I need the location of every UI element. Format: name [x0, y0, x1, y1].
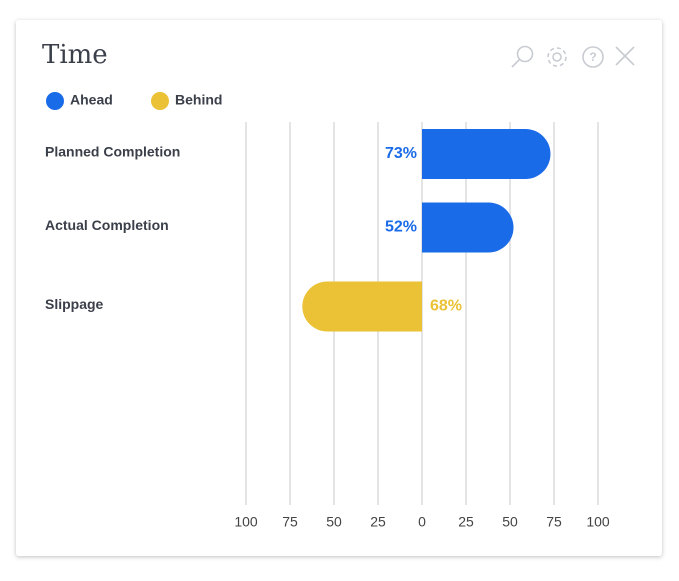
bar	[302, 281, 422, 332]
legend-label: Behind	[175, 92, 222, 108]
card-title: Time	[42, 40, 108, 70]
x-tick-label: 25	[370, 514, 386, 530]
x-tick-label: 0	[418, 514, 426, 530]
x-tick-label: 25	[458, 514, 474, 530]
bar	[422, 202, 514, 253]
x-tick-label: 50	[326, 514, 342, 530]
bar	[422, 129, 551, 179]
x-tick-label: 100	[234, 514, 258, 530]
category-label: Planned Completion	[45, 144, 180, 160]
x-tick-label: 75	[282, 514, 298, 530]
x-tick-label: 75	[546, 514, 562, 530]
help-icon[interactable]: ?	[582, 46, 604, 68]
search-icon[interactable]	[511, 45, 534, 68]
toolbar: ?	[511, 45, 635, 68]
value-label: 52%	[385, 219, 417, 236]
close-icon[interactable]	[615, 46, 635, 66]
svg-text:?: ?	[589, 50, 596, 64]
category-label: Slippage	[45, 296, 104, 312]
value-label: 73%	[385, 145, 417, 162]
legend-swatch	[46, 92, 64, 110]
x-tick-label: 50	[502, 514, 518, 530]
value-label: 68%	[430, 298, 462, 315]
legend-swatch	[151, 92, 169, 110]
x-tick-label: 100	[586, 514, 610, 530]
legend-label: Ahead	[70, 92, 113, 108]
category-label: Actual Completion	[45, 217, 169, 233]
settings-icon[interactable]	[547, 47, 567, 67]
